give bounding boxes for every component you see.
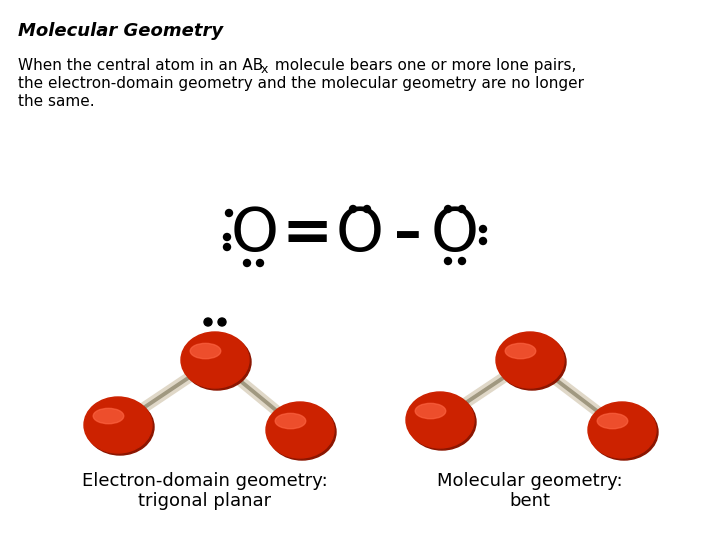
Ellipse shape [590,404,658,460]
Circle shape [204,318,212,326]
Circle shape [223,233,230,240]
Circle shape [223,244,230,251]
Text: Electron-domain geometry:: Electron-domain geometry: [82,472,328,490]
Text: the electron-domain geometry and the molecular geometry are no longer: the electron-domain geometry and the mol… [18,76,584,91]
Text: trigonal planar: trigonal planar [138,492,271,510]
Circle shape [444,206,451,213]
Ellipse shape [190,343,221,359]
Text: When the central atom in an AB: When the central atom in an AB [18,58,264,73]
Text: Molecular Geometry: Molecular Geometry [18,22,223,40]
Text: the same.: the same. [18,94,94,109]
Circle shape [444,258,451,265]
Text: O: O [231,206,279,265]
Text: –: – [394,208,421,262]
Ellipse shape [498,334,566,390]
Circle shape [225,210,233,217]
Ellipse shape [268,404,336,460]
Circle shape [364,206,371,213]
Text: O: O [336,206,384,265]
Circle shape [243,260,251,267]
Ellipse shape [505,343,536,359]
Ellipse shape [415,403,446,418]
Ellipse shape [408,394,476,450]
Ellipse shape [496,332,564,388]
Ellipse shape [266,402,334,458]
Text: O: O [431,206,479,265]
Circle shape [480,226,487,233]
Circle shape [459,258,466,265]
Text: Molecular geometry:: Molecular geometry: [437,472,623,490]
Circle shape [459,206,466,213]
Text: bent: bent [510,492,551,510]
Circle shape [218,318,226,326]
Ellipse shape [93,408,124,424]
Ellipse shape [181,332,249,388]
Text: x: x [261,63,269,76]
Ellipse shape [588,402,656,458]
Ellipse shape [183,334,251,390]
Text: molecule bears one or more lone pairs,: molecule bears one or more lone pairs, [270,58,577,73]
Ellipse shape [275,413,306,429]
Ellipse shape [84,397,152,453]
Ellipse shape [406,392,474,448]
Circle shape [480,238,487,245]
Circle shape [256,260,264,267]
Circle shape [349,206,356,213]
Ellipse shape [86,399,154,455]
Ellipse shape [597,413,628,429]
Text: =: = [282,206,333,265]
